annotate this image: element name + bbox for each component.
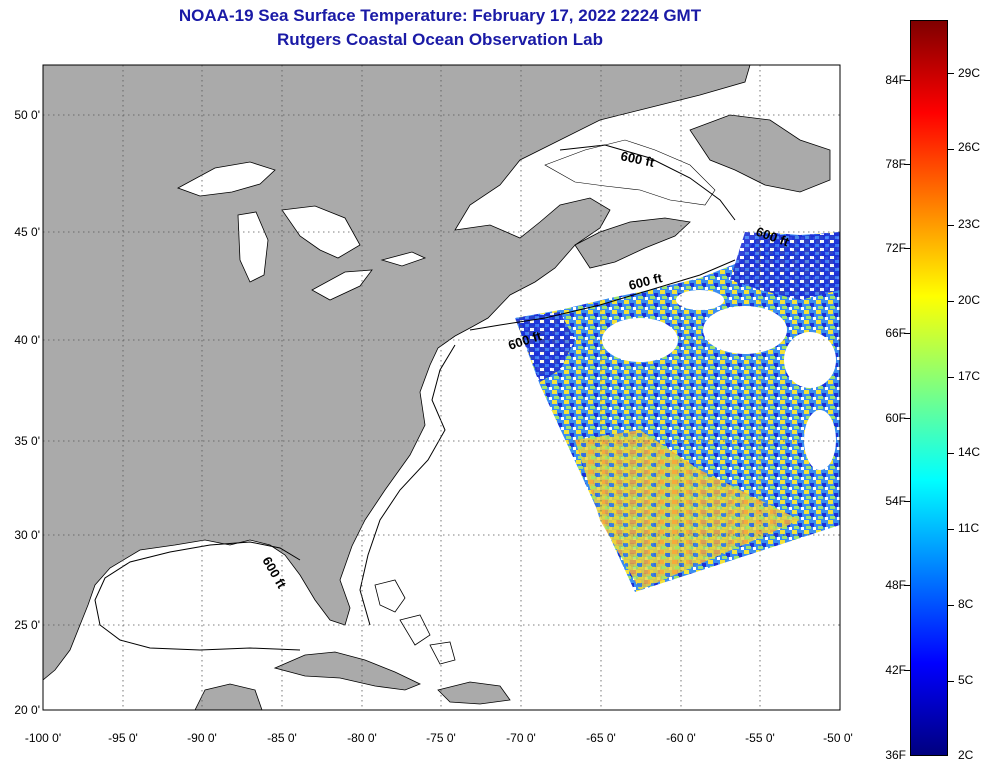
colorbar-tick xyxy=(948,225,954,226)
map-subtitle: Rutgers Coastal Ocean Observation Lab xyxy=(277,30,603,49)
sst-cold-region xyxy=(730,232,840,300)
lon-label: -95 0' xyxy=(108,731,138,745)
lon-label: -80 0' xyxy=(347,731,377,745)
colorbar-f-label: 84F xyxy=(885,73,906,87)
colorbar-f-label: 54F xyxy=(885,494,906,508)
colorbar-c-label: 5C xyxy=(958,673,974,687)
sst-cold-north xyxy=(515,312,575,382)
colorbar-f-label: 60F xyxy=(885,411,906,425)
colorbar-tick xyxy=(948,73,954,74)
bahamas-islands xyxy=(374,579,456,665)
colorbar-c-label: 2C xyxy=(958,748,974,762)
cloud-mask xyxy=(602,290,836,470)
north-america-land xyxy=(43,65,751,681)
colorbar-tick xyxy=(904,333,910,334)
colorbar-c-label: 29C xyxy=(958,66,981,80)
colorbar-c-label: 11C xyxy=(958,521,980,535)
colorbar-tick xyxy=(948,529,954,530)
lat-label: 35 0' xyxy=(14,434,40,448)
colorbar-tick xyxy=(948,301,954,302)
lon-label: -55 0' xyxy=(745,731,775,745)
map-title: NOAA-19 Sea Surface Temperature: Februar… xyxy=(178,6,702,25)
great-lakes xyxy=(177,161,427,301)
colorbar-tick xyxy=(904,670,910,671)
depth-contour-600ft xyxy=(94,144,736,651)
lon-label: -70 0' xyxy=(506,731,536,745)
newfoundland-land xyxy=(689,114,831,193)
colorbar-tick xyxy=(948,149,954,150)
colorbar-tick xyxy=(948,681,954,682)
nova-scotia-land xyxy=(574,217,691,269)
colorbar-tick xyxy=(948,605,954,606)
colorbar-f-label: 72F xyxy=(885,241,906,255)
colorbar-f-label: 78F xyxy=(885,157,906,171)
temperature-colorbar xyxy=(910,20,948,756)
lon-label: -65 0' xyxy=(586,731,616,745)
lat-label: 25 0' xyxy=(14,618,40,632)
colorbar-tick xyxy=(948,377,954,378)
colorbar-tick xyxy=(904,248,910,249)
lat-label: 50 0' xyxy=(14,108,40,122)
contour-label: 600 ft xyxy=(619,148,656,170)
colorbar-c-label: 17C xyxy=(958,369,981,383)
map-frame xyxy=(42,64,841,711)
colorbar-c-label: 26C xyxy=(958,140,981,154)
gulf-of-st-lawrence xyxy=(544,139,716,206)
lon-label: -75 0' xyxy=(426,731,456,745)
colorbar-c-label: 20C xyxy=(958,293,981,307)
cuba-land xyxy=(273,651,421,691)
colorbar-f-label: 66F xyxy=(885,326,906,340)
colorbar-c-label: 23C xyxy=(958,217,981,231)
colorbar-tick xyxy=(904,418,910,419)
colorbar-c-label: 14C xyxy=(958,445,981,459)
lat-label: 30 0' xyxy=(14,528,40,542)
colorbar-tick xyxy=(948,453,954,454)
colorbar-c-label: 8C xyxy=(958,597,974,611)
colorbar-f-label: 36F xyxy=(885,748,906,762)
colorbar-tick xyxy=(904,585,910,586)
lat-label: 20 0' xyxy=(14,703,40,717)
colorbar-tick xyxy=(904,501,910,502)
hispaniola-land xyxy=(437,681,511,705)
colorbar-tick xyxy=(904,80,910,81)
sst-warm-region xyxy=(575,430,800,590)
colorbar-tick xyxy=(904,164,910,165)
lat-label: 40 0' xyxy=(14,333,40,347)
lon-label: -85 0' xyxy=(267,731,297,745)
lon-label: -50 0' xyxy=(823,731,853,745)
yucatan-land xyxy=(194,683,263,710)
lon-label: -60 0' xyxy=(666,731,696,745)
lon-label: -100 0' xyxy=(24,731,62,745)
colorbar-f-label: 42F xyxy=(885,663,906,677)
colorbar-f-label: 48F xyxy=(885,578,906,592)
lat-label: 45 0' xyxy=(14,225,40,239)
lon-label: -90 0' xyxy=(187,731,217,745)
